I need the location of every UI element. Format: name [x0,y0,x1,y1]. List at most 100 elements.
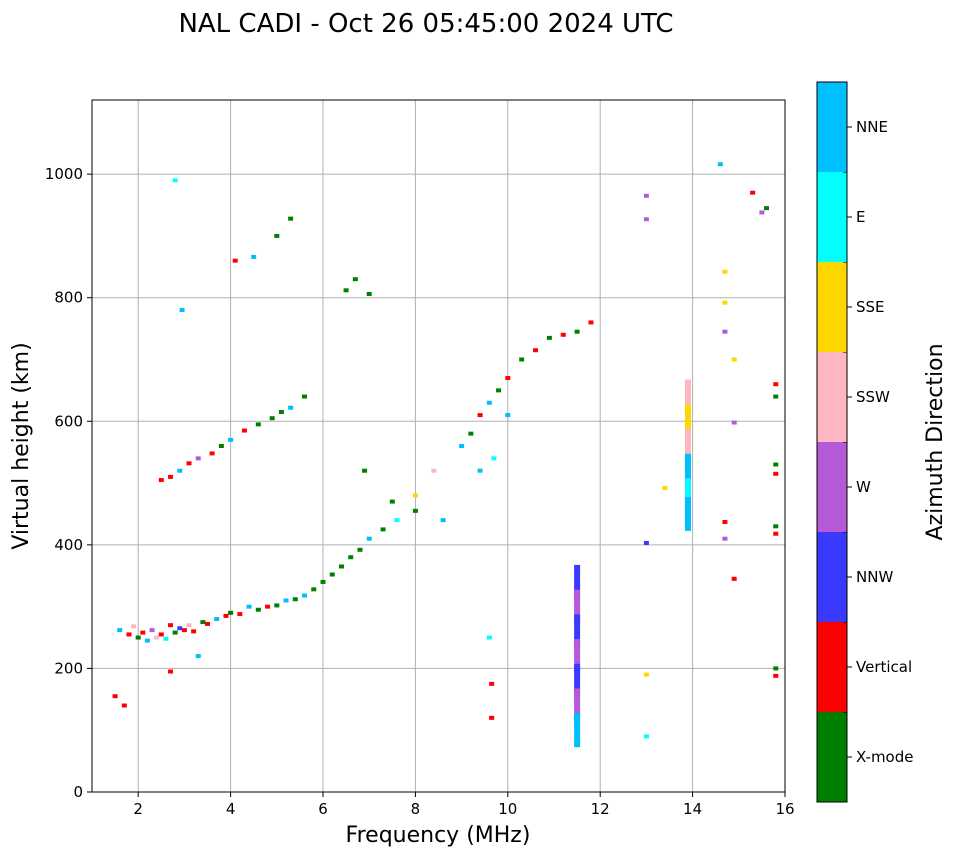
echo-point [179,308,185,313]
colorbar-segment [817,712,847,802]
echo-point [759,210,765,215]
echo-point [505,376,511,381]
echo-point [412,508,418,513]
echo-point [126,632,132,637]
echo-point [228,437,234,442]
echo-point [195,456,201,461]
echo-point [489,681,495,686]
echo-point [205,621,210,626]
colorbar-segment [817,442,847,532]
colorbar-category-label: E [856,208,865,226]
echo-point [574,564,581,599]
echo-point [773,394,779,399]
colorbar-segment [817,262,847,352]
echo-point [228,610,234,615]
echo-point [468,431,474,436]
echo-point [343,288,349,293]
echo-point [362,468,368,473]
echo-point [352,277,358,282]
echo-point [459,444,465,448]
echo-point [329,572,335,577]
chart-title: NAL CADI - Oct 26 05:45:00 2024 UTC [178,9,673,39]
echo-point [168,669,174,674]
echo-point [348,555,354,560]
echo-point [489,715,495,720]
colorbar: X-mode Vertical NNW W SSW SSE E NNE [816,81,913,803]
y-tick-label: 800 [54,289,83,307]
echo-point [722,269,728,274]
y-tick-label: 600 [54,412,83,430]
echo-point [274,233,280,238]
echo-point [121,703,127,708]
echo-point [684,379,691,414]
echo-point [288,405,294,410]
axis-ticks: 2 4 6 8 10 12 14 16 0 200 400 600 800 1000 [45,165,795,818]
echo-point [731,576,737,581]
echo-point [380,527,386,532]
echo-point [172,178,178,183]
echo-point [773,462,779,467]
echo-point [750,190,756,195]
echo-point [154,635,160,640]
echo-point [519,357,525,362]
echo-point [223,613,229,618]
colorbar-category-label: W [856,478,871,496]
x-tick-label: 2 [133,800,143,818]
echo-point [574,329,580,334]
echo-point [662,486,668,491]
echo-point [588,320,594,325]
echo-point [533,348,539,353]
colorbar-segment [817,532,847,622]
echo-point [117,628,123,633]
echo-point [255,607,261,612]
echo-point [112,694,118,699]
echo-point [574,589,581,624]
echo-point [643,541,649,546]
echo-point [131,624,137,629]
echo-point [181,628,187,633]
echo-point [764,206,770,211]
x-tick-label: 6 [318,800,328,818]
x-tick-label: 10 [498,800,517,818]
echo-point [684,478,691,513]
colorbar-segment [817,82,847,172]
echo-point [574,639,581,674]
echo-point [168,623,174,628]
y-tick-label: 0 [73,783,83,801]
y-tick-label: 400 [54,536,83,554]
echo-point [773,531,779,536]
echo-point [643,672,649,677]
echo-point [186,623,192,628]
echo-point [773,666,779,671]
echo-point [186,461,192,466]
x-tick-label: 12 [591,800,610,818]
echo-point [218,444,224,448]
colorbar-category-label: NNW [856,568,893,586]
echo-point [177,468,183,473]
echo-point [191,629,197,634]
echo-point [283,598,289,603]
echo-point [731,420,737,425]
echo-point [505,413,511,418]
echo-point [168,474,174,479]
y-tick-label: 200 [54,659,83,677]
echo-point [574,713,581,748]
echo-point [177,626,183,631]
echo-point [144,638,150,643]
echo-point [135,635,141,640]
y-axis-label: Virtual height (km) [9,342,34,549]
echo-point [140,630,146,635]
colorbar-category-label: SSW [856,388,890,406]
echo-point [643,193,649,198]
echo-point [320,579,326,584]
echo-point [477,468,483,473]
echo-point [773,673,779,678]
grid-lines [92,100,785,792]
echo-point [237,612,243,617]
echo-point [311,587,317,592]
echo-point [278,410,284,415]
echo-point [731,357,737,362]
echo-point [574,614,581,649]
echo-point [486,400,492,405]
